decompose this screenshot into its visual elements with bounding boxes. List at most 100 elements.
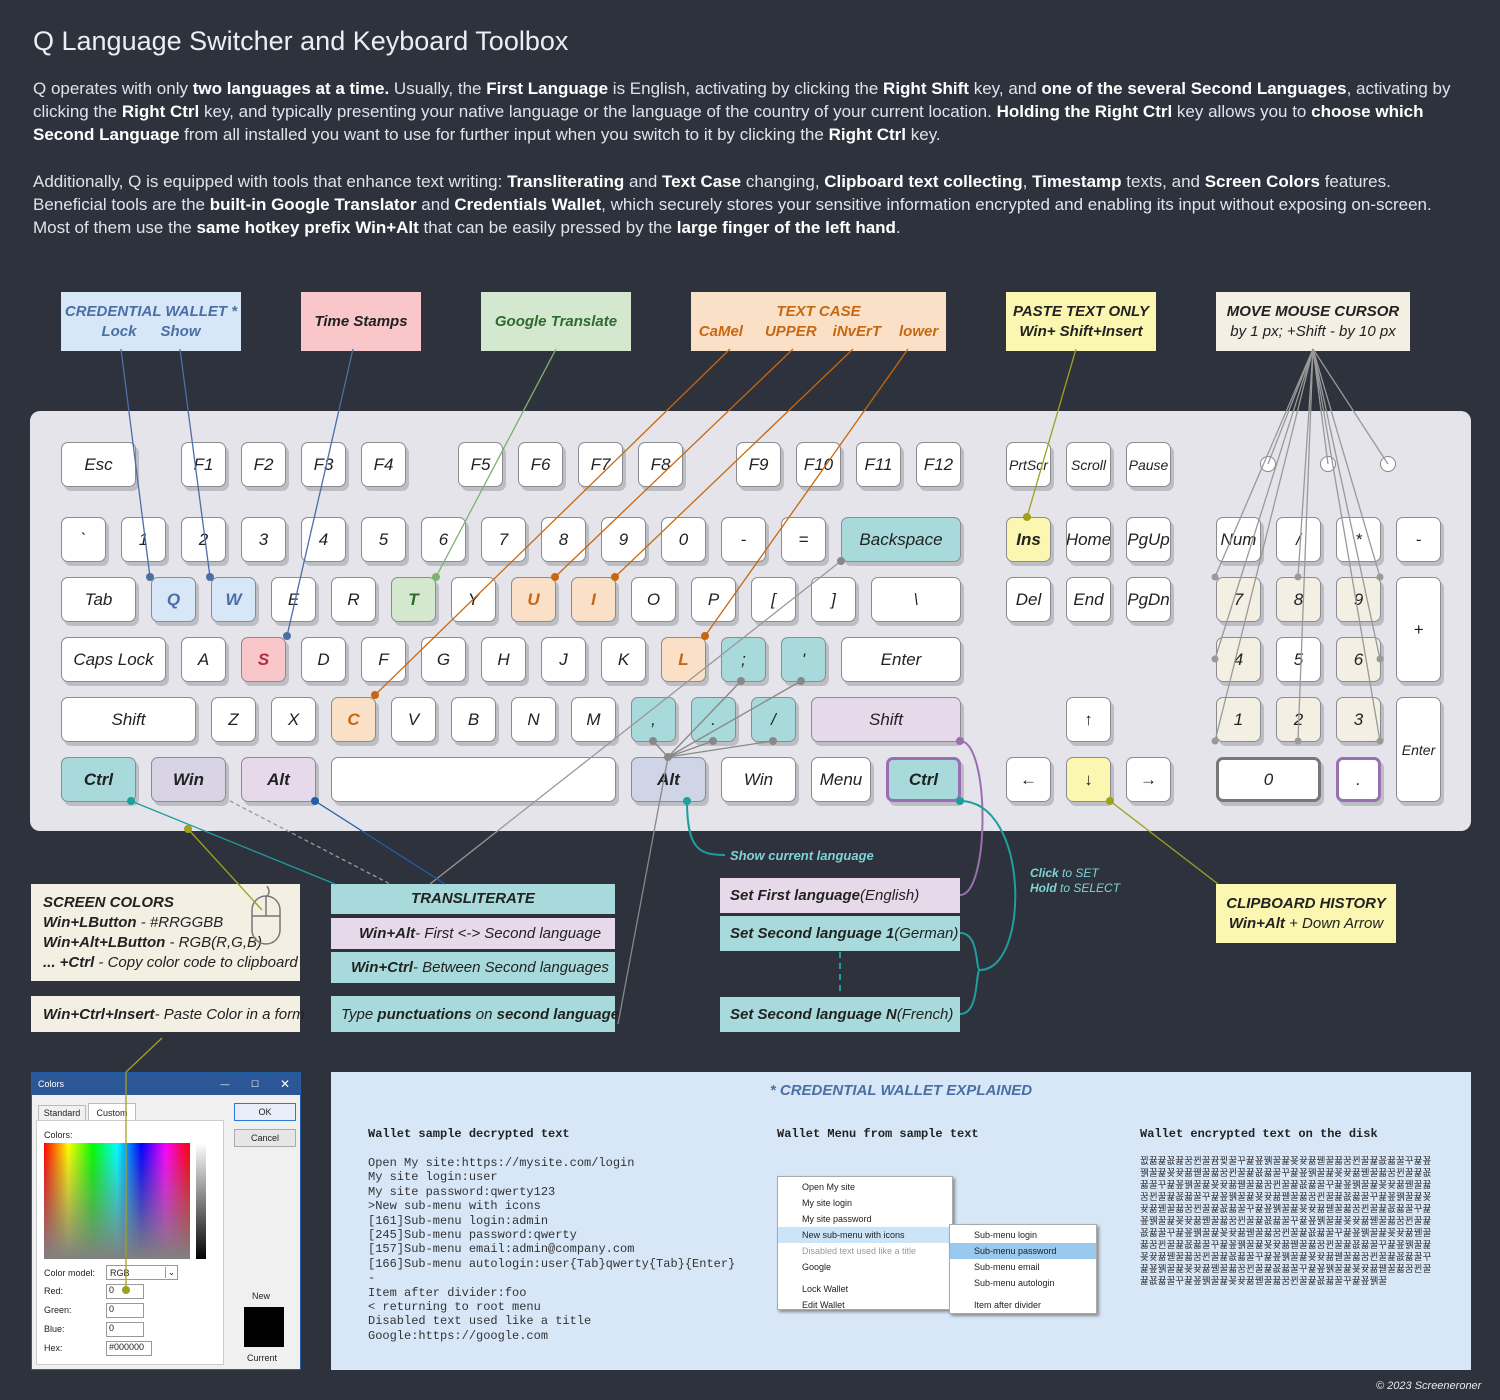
key-sym[interactable]: ↑ — [1066, 697, 1111, 742]
wallet-submenu-item[interactable]: Item after divider — [974, 1300, 1042, 1310]
key-a[interactable]: A — [181, 637, 226, 682]
key-space[interactable] — [331, 757, 616, 802]
key-sym[interactable]: [ — [751, 577, 796, 622]
key-v[interactable]: V — [391, 697, 436, 742]
key-esc[interactable]: Esc — [61, 442, 136, 487]
red-input[interactable]: 0 — [106, 1284, 144, 1299]
key-home[interactable]: Home — [1066, 517, 1111, 562]
key-h[interactable]: H — [481, 637, 526, 682]
key-sym[interactable]: * — [1336, 517, 1381, 562]
key-backspace[interactable]: Backspace — [841, 517, 961, 562]
key-scroll[interactable]: Scroll — [1066, 442, 1111, 487]
key-f10[interactable]: F10 — [796, 442, 841, 487]
key-6[interactable]: 6 — [1336, 637, 1381, 682]
wallet-menu-item[interactable]: Edit Wallet — [802, 1300, 845, 1310]
key-win[interactable]: Win — [151, 757, 226, 802]
key-i[interactable]: I — [571, 577, 616, 622]
key-f5[interactable]: F5 — [458, 442, 503, 487]
key-0[interactable]: 0 — [661, 517, 706, 562]
key-sym[interactable]: - — [721, 517, 766, 562]
key-5[interactable]: 5 — [1276, 637, 1321, 682]
key-win[interactable]: Win — [721, 757, 796, 802]
key-f6[interactable]: F6 — [518, 442, 563, 487]
luminance-slider[interactable] — [196, 1143, 206, 1259]
wallet-submenu-item[interactable]: Sub-menu login — [974, 1230, 1038, 1240]
key-sym[interactable]: → — [1126, 757, 1171, 802]
key-u[interactable]: U — [511, 577, 556, 622]
key-x[interactable]: X — [271, 697, 316, 742]
wallet-submenu-item[interactable]: Sub-menu email — [974, 1262, 1040, 1272]
key-del[interactable]: Del — [1006, 577, 1051, 622]
key-f12[interactable]: F12 — [916, 442, 961, 487]
key-s[interactable]: S — [241, 637, 286, 682]
key-ins[interactable]: Ins — [1006, 517, 1051, 562]
key-0[interactable]: 0 — [1216, 757, 1321, 802]
key-4[interactable]: 4 — [1216, 637, 1261, 682]
key-sym[interactable]: / — [1276, 517, 1321, 562]
key-f9[interactable]: F9 — [736, 442, 781, 487]
key-alt[interactable]: Alt — [631, 757, 706, 802]
key-alt[interactable]: Alt — [241, 757, 316, 802]
key-p[interactable]: P — [691, 577, 736, 622]
close-icon[interactable]: ✕ — [279, 1077, 291, 1091]
key-m[interactable]: M — [571, 697, 616, 742]
wallet-menu-item[interactable]: Open My site — [802, 1182, 856, 1192]
key-2[interactable]: 2 — [1276, 697, 1321, 742]
wallet-menu-item[interactable]: New sub-menu with icons — [778, 1227, 952, 1243]
key-d[interactable]: D — [301, 637, 346, 682]
key-shift[interactable]: Shift — [811, 697, 961, 742]
key-sym[interactable]: ↓ — [1066, 757, 1111, 802]
key-2[interactable]: 2 — [181, 517, 226, 562]
key-1[interactable]: 1 — [1216, 697, 1261, 742]
key-y[interactable]: Y — [451, 577, 496, 622]
key-9[interactable]: 9 — [601, 517, 646, 562]
key-r[interactable]: R — [331, 577, 376, 622]
key-1[interactable]: 1 — [121, 517, 166, 562]
key-enter[interactable]: Enter — [841, 637, 961, 682]
key-7[interactable]: 7 — [481, 517, 526, 562]
wallet-menu-item[interactable]: My site login — [802, 1198, 853, 1208]
key-f4[interactable]: F4 — [361, 442, 406, 487]
wallet-submenu-item[interactable]: Sub-menu password — [950, 1243, 1096, 1259]
key-z[interactable]: Z — [211, 697, 256, 742]
key-shift[interactable]: Shift — [61, 697, 196, 742]
key-num[interactable]: Num — [1216, 517, 1261, 562]
blue-input[interactable]: 0 — [106, 1322, 144, 1337]
key-n[interactable]: N — [511, 697, 556, 742]
key-sym[interactable]: + — [1396, 577, 1441, 682]
key-6[interactable]: 6 — [421, 517, 466, 562]
key-sym[interactable]: \ — [871, 577, 961, 622]
wallet-menu-item[interactable]: Google — [802, 1262, 832, 1272]
key-9[interactable]: 9 — [1336, 577, 1381, 622]
key-l[interactable]: L — [661, 637, 706, 682]
key-q[interactable]: Q — [151, 577, 196, 622]
key-sym[interactable]: = — [781, 517, 826, 562]
key-f8[interactable]: F8 — [638, 442, 683, 487]
color-spectrum[interactable] — [44, 1143, 190, 1259]
key-sym[interactable]: . — [1336, 757, 1381, 802]
key-7[interactable]: 7 — [1216, 577, 1261, 622]
maximize-icon[interactable]: ☐ — [250, 1078, 260, 1089]
key-sym[interactable]: ' — [781, 637, 826, 682]
key-k[interactable]: K — [601, 637, 646, 682]
green-input[interactable]: 0 — [106, 1303, 144, 1318]
minimize-icon[interactable]: — — [220, 1079, 230, 1089]
key-e[interactable]: E — [271, 577, 316, 622]
key-end[interactable]: End — [1066, 577, 1111, 622]
key-menu[interactable]: Menu — [811, 757, 871, 802]
key-sym[interactable]: ← — [1006, 757, 1051, 802]
key-f7[interactable]: F7 — [578, 442, 623, 487]
tab-standard[interactable]: Standard — [38, 1105, 86, 1121]
color-model-select[interactable]: RGB ⌄ — [106, 1265, 178, 1280]
wallet-submenu-item[interactable]: Sub-menu autologin — [974, 1278, 1055, 1288]
key-3[interactable]: 3 — [1336, 697, 1381, 742]
key-w[interactable]: W — [211, 577, 256, 622]
key-ctrl[interactable]: Ctrl — [61, 757, 136, 802]
wallet-menu-item[interactable]: My site password — [802, 1214, 872, 1224]
key-pgup[interactable]: PgUp — [1126, 517, 1171, 562]
key-f1[interactable]: F1 — [181, 442, 226, 487]
key-t[interactable]: T — [391, 577, 436, 622]
key-pgdn[interactable]: PgDn — [1126, 577, 1171, 622]
key-j[interactable]: J — [541, 637, 586, 682]
key-enter[interactable]: Enter — [1396, 697, 1441, 802]
